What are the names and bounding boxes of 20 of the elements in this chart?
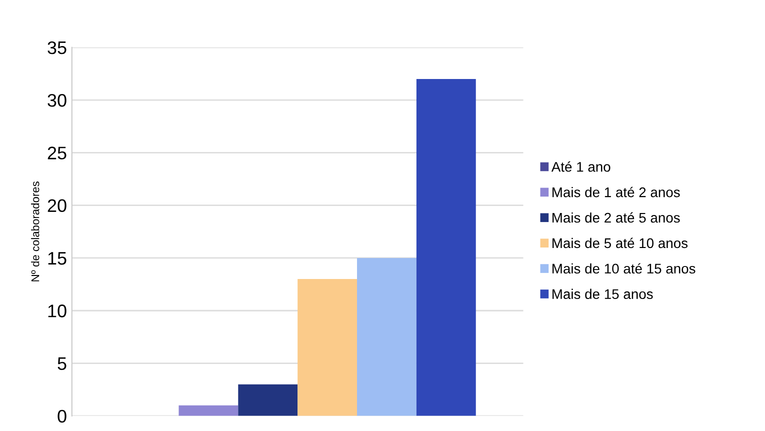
bar	[357, 258, 416, 416]
legend-label: Mais de 1 até 2 anos	[552, 186, 680, 198]
legend-label: Mais de 15 anos	[552, 288, 653, 300]
bar	[416, 78, 476, 416]
bar	[298, 279, 358, 416]
y-tick-label: 15	[48, 252, 66, 265]
bar	[238, 384, 298, 416]
bar	[178, 405, 238, 416]
legend-label: Mais de 10 até 15 anos	[552, 263, 696, 274]
y-tick-label: 20	[48, 199, 66, 212]
y-axis-title: Nº de colaboradores	[31, 182, 40, 282]
legend-label: Até 1 ano	[551, 161, 610, 172]
legend-label: Mais de 2 até 5 anos	[552, 212, 680, 223]
y-tick-label: 10	[48, 304, 66, 318]
y-tick-label: 30	[48, 94, 66, 107]
legend-label: Mais de 5 até 10 anos	[552, 238, 688, 248]
y-tick-label: 0	[58, 410, 66, 423]
y-tick-label: 25	[48, 146, 66, 160]
y-tick-label: 35	[48, 41, 66, 54]
y-tick-label: 5	[58, 357, 66, 370]
